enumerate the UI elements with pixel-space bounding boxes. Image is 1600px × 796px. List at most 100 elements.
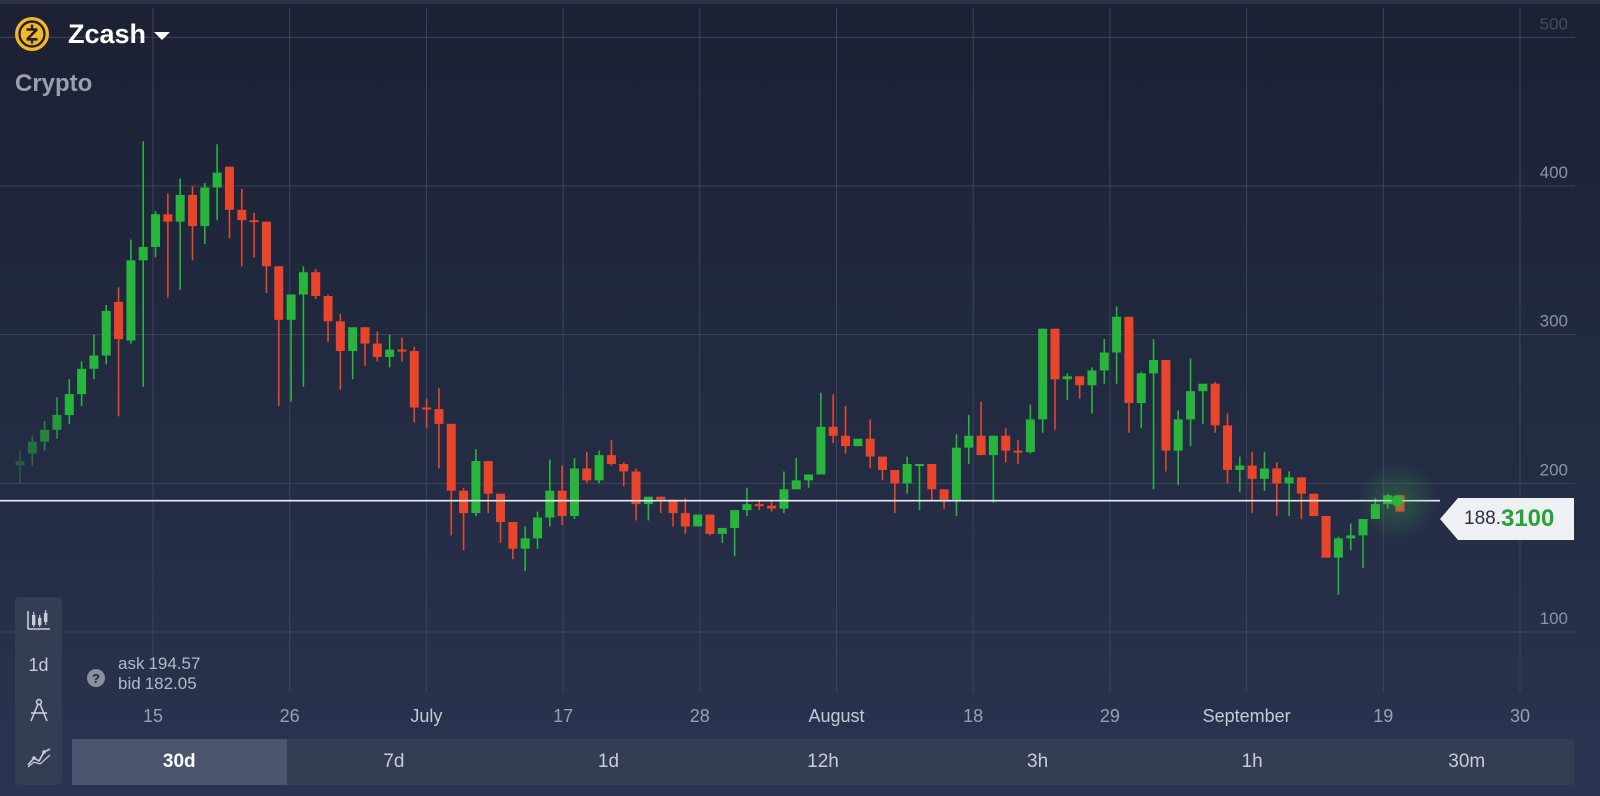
candle [335, 313, 345, 390]
chart-toolbar: 1d [15, 597, 62, 785]
period-tab-7d[interactable]: 7d [383, 751, 405, 772]
candle [298, 266, 308, 387]
x-tick-label: 19 [1373, 706, 1393, 726]
candle-body [101, 310, 111, 356]
candle [533, 511, 542, 549]
candle-body [705, 514, 715, 534]
candle-body [77, 368, 87, 395]
price-chart[interactable]: 100 200 300 400 500 15 26 July 17 28 August 18 29 Se… [0, 0, 1600, 735]
y-tick-label: 200 [1540, 460, 1568, 479]
candle-body [224, 166, 234, 210]
candle-body [27, 441, 37, 454]
candle [1223, 413, 1232, 484]
candle-body [446, 423, 456, 491]
candles [15, 141, 1405, 595]
candle-body [804, 474, 814, 481]
candle [964, 414, 974, 465]
candle [483, 461, 493, 514]
candle [138, 141, 148, 387]
x-tick-label: 17 [553, 706, 573, 726]
candle-body [323, 296, 333, 322]
asset-header[interactable]: Zcash [14, 16, 171, 52]
candle-body [434, 409, 444, 424]
asset-name[interactable]: Zcash [68, 18, 147, 49]
candle [878, 456, 887, 481]
candle-body [163, 214, 173, 222]
candle [693, 514, 703, 527]
x-tick-label: 28 [690, 706, 710, 726]
period-tab-30m[interactable]: 30m [1448, 751, 1486, 772]
drawing-tools-button[interactable] [15, 691, 62, 731]
period-tab-12h[interactable]: 12h [807, 751, 839, 772]
candle [446, 423, 456, 536]
candle [126, 239, 136, 344]
candle [496, 493, 506, 543]
candle-body [557, 490, 567, 517]
candle-body [533, 517, 542, 539]
candle [582, 452, 592, 484]
candle-body [1112, 316, 1122, 353]
candle [902, 456, 912, 494]
candle [1173, 410, 1183, 485]
candle [249, 212, 259, 258]
current-price-tag: 188. 3100 [1440, 498, 1574, 540]
candle-body [902, 464, 912, 484]
candle-body [656, 496, 666, 500]
period-tab-30d[interactable]: 30d [72, 739, 287, 785]
indicators-button[interactable] [15, 737, 62, 777]
price-decimals: 3100 [1500, 505, 1555, 532]
candle [976, 401, 986, 456]
candle [656, 496, 666, 514]
ask-label: ask [118, 654, 145, 673]
candle [594, 450, 604, 484]
candle [1087, 367, 1097, 414]
candle [1099, 339, 1109, 384]
help-icon[interactable]: ? [87, 669, 105, 687]
candle [988, 435, 998, 503]
candle-body [693, 514, 703, 527]
candle [606, 440, 616, 466]
period-tab-1d[interactable]: 1d [597, 751, 620, 772]
zcash-logo-icon [15, 17, 49, 51]
x-tick-label: September [1203, 706, 1291, 726]
candle [286, 294, 296, 402]
candle [311, 269, 321, 299]
chart-type-button[interactable] [15, 599, 62, 639]
candle [1050, 328, 1060, 430]
candle [64, 379, 74, 424]
candle [212, 144, 222, 221]
period-tab-1h[interactable]: 1h [1241, 751, 1263, 772]
candle-body [372, 343, 382, 357]
candle-body [1075, 376, 1085, 386]
chevron-down-icon[interactable] [154, 32, 171, 40]
candle-body [1346, 535, 1356, 539]
candle-body [200, 187, 210, 227]
indicator-icon [26, 748, 50, 768]
candle-body [1309, 493, 1319, 517]
candle [742, 487, 752, 517]
candle [1247, 452, 1257, 514]
bid-value: 182.05 [144, 674, 197, 693]
candle [15, 450, 25, 484]
candle [1210, 382, 1220, 433]
candle-body [927, 464, 937, 490]
candle-body [188, 194, 197, 227]
candle [27, 435, 37, 466]
candle [804, 474, 814, 488]
candle-body [545, 490, 555, 518]
candle-body [1321, 516, 1331, 558]
candle-body [742, 504, 752, 511]
candle [200, 183, 210, 244]
candle-body [212, 172, 222, 188]
candle-body [754, 504, 764, 507]
candle [1358, 519, 1368, 569]
interval-button[interactable]: 1d [28, 654, 49, 675]
candle [631, 468, 641, 521]
period-tab-3h[interactable]: 3h [1027, 751, 1049, 772]
bid-label: bid [118, 674, 141, 693]
candle-body [15, 461, 25, 466]
candle [434, 388, 444, 469]
price-dot [1391, 495, 1403, 507]
candle-body [730, 510, 740, 528]
candle [557, 465, 567, 525]
